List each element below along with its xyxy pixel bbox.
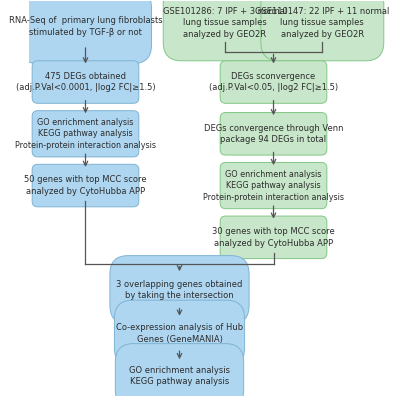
Text: GSE101286: 7 IPF + 3 normal
lung tissue samples
analyzed by GEO2R: GSE101286: 7 IPF + 3 normal lung tissue … — [162, 7, 287, 39]
Text: GO enrichment analysis
KEGG pathway analysis
Protein-protein interaction analysi: GO enrichment analysis KEGG pathway anal… — [15, 118, 156, 150]
FancyBboxPatch shape — [20, 0, 152, 64]
Text: Co-expression analysis of Hub
Genes (GeneMANIA): Co-expression analysis of Hub Genes (Gen… — [116, 323, 243, 344]
Text: RNA-Seq of  primary lung fibroblasts
stimulated by TGF-β or not: RNA-Seq of primary lung fibroblasts stim… — [9, 16, 162, 37]
FancyBboxPatch shape — [32, 164, 139, 207]
Text: GO enrichment analysis
KEGG pathway analysis: GO enrichment analysis KEGG pathway anal… — [129, 366, 230, 386]
FancyBboxPatch shape — [110, 256, 249, 324]
Text: DEGs convergence through Venn
package 94 DEGs in total: DEGs convergence through Venn package 94… — [204, 123, 343, 144]
Text: GO enrichment analysis
KEGG pathway analysis
Protein-protein interaction analysi: GO enrichment analysis KEGG pathway anal… — [203, 170, 344, 202]
FancyBboxPatch shape — [220, 216, 327, 258]
FancyBboxPatch shape — [114, 300, 244, 367]
Text: GSE110147: 22 IPF + 11 normal
lung tissue samples
analyzed by GEO2R: GSE110147: 22 IPF + 11 normal lung tissu… — [255, 7, 390, 39]
Text: 50 genes with top MCC score
analyzed by CytoHubba APP: 50 genes with top MCC score analyzed by … — [24, 175, 147, 196]
FancyBboxPatch shape — [261, 0, 384, 61]
Text: 3 overlapping genes obtained
by taking the intersection: 3 overlapping genes obtained by taking t… — [116, 279, 243, 300]
FancyBboxPatch shape — [163, 0, 286, 61]
FancyBboxPatch shape — [220, 61, 327, 103]
FancyBboxPatch shape — [220, 162, 327, 209]
FancyBboxPatch shape — [32, 61, 139, 103]
FancyBboxPatch shape — [220, 112, 327, 155]
Text: 30 genes with top MCC score
analyzed by CytoHubba APP: 30 genes with top MCC score analyzed by … — [212, 227, 335, 248]
Text: 475 DEGs obtained
(adj.P.Val<0.0001, |log2 FC|≥1.5): 475 DEGs obtained (adj.P.Val<0.0001, |lo… — [16, 72, 155, 92]
FancyBboxPatch shape — [115, 344, 244, 397]
FancyBboxPatch shape — [32, 111, 139, 157]
Text: DEGs sconvergence
(adj.P.Val<0.05, |log2 FC|≥1.5): DEGs sconvergence (adj.P.Val<0.05, |log2… — [209, 72, 338, 92]
